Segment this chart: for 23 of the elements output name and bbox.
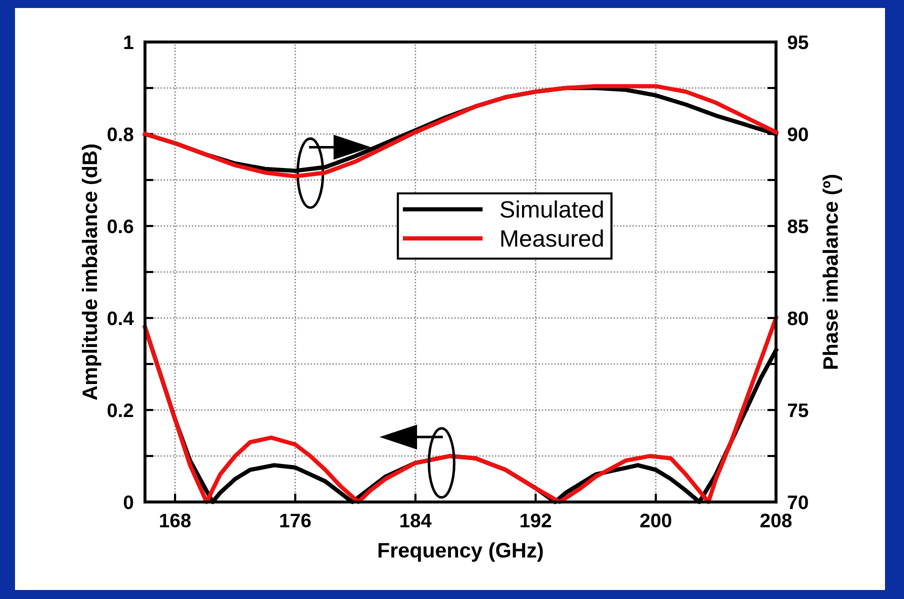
y-tick-label: 0 [124,495,134,510]
x-tick-label: 208 [760,514,792,528]
legend-label: Measured [501,230,603,247]
x-tick-label: 200 [640,514,672,528]
y-tick-label: 0.4 [108,311,134,326]
x-tick-label: 192 [520,514,552,528]
x-axis-title: Frequency (GHz) [378,542,543,562]
y-tick-label: 0.8 [108,127,134,142]
y2-tick-label: 75 [788,404,808,418]
y-tick-label: 1 [124,36,134,50]
y-tick-label: 0.2 [108,403,134,418]
x-tick-label: 176 [280,514,311,528]
y2-tick-label: 95 [788,35,808,50]
y2-tick-label: 85 [788,219,808,234]
x-tick-label: 168 [160,514,191,528]
y2-tick-label: 70 [788,495,808,510]
y-tick-label: 0.6 [108,219,134,234]
y-axis-title: Amplitude imbalance (dB) [82,144,102,400]
y2-tick-label: 90 [788,127,808,142]
legend-label: Simulated [500,200,603,218]
y2-tick-label: 80 [788,311,808,326]
x-tick-label: 184 [400,514,432,528]
y2-axis-title: Phase imbalance (º) [822,174,842,369]
